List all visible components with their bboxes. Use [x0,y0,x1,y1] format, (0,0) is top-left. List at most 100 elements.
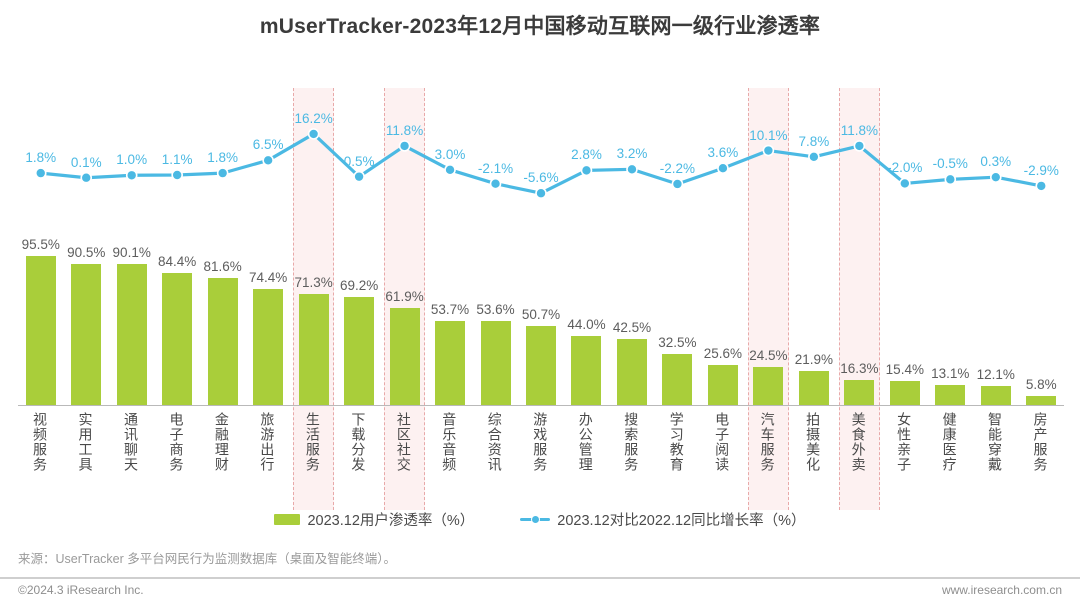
x-axis-label-22: 房产服务 [1032,412,1049,472]
bar-value-label: 32.5% [658,335,697,351]
line-value-label: 3.6% [707,145,739,161]
line-marker [762,144,775,157]
x-axis-label-13: 搜索服务 [623,412,640,472]
bar [116,264,147,405]
x-axis-label-7: 下载分发 [350,412,367,472]
line-value-label: -2.9% [1023,162,1059,178]
bar-value-label: 61.9% [385,289,424,305]
bar [707,365,738,405]
bar [389,308,420,405]
x-axis-label-20: 健康医疗 [941,412,958,472]
copyright-text: ©2024.3 iResearch Inc. [18,583,144,597]
line-value-label: 10.1% [749,127,788,143]
x-axis-label-11: 游戏服务 [532,412,549,472]
bar [253,288,284,405]
bar-value-label: 69.2% [339,277,379,293]
line-value-label: 11.8% [385,122,424,138]
line-marker [808,150,820,163]
bar [435,321,466,405]
line-value-label: 0.5% [343,153,375,169]
bar [480,321,511,405]
line-swatch-icon [520,515,551,524]
bar-value-label: 13.1% [931,365,970,381]
line-marker [80,171,93,184]
bar-value-label: 74.4% [248,269,288,285]
bar [980,386,1011,405]
bar-value-label: 16.3% [840,360,879,376]
bar [844,379,875,405]
line-value-label: 3.0% [434,146,466,162]
x-axis-line [18,405,1064,406]
x-axis-label-9: 音乐音频 [441,412,458,472]
legend-label-growth: 2023.12对比2022.12同比增长率（%） [557,513,806,529]
x-axis-label-18: 美食外卖 [850,412,867,472]
bar [526,325,556,405]
x-axis-label-2: 通讯聊天 [122,412,139,472]
line-value-label: 1.0% [116,152,148,168]
website-link[interactable]: www.iresearch.com.cn [941,583,1062,597]
x-axis-label-15: 电子阅读 [714,412,731,472]
line-value-label: -2.2% [659,160,696,176]
bar-value-label: 15.4% [885,361,924,377]
line-marker [398,140,411,152]
legend-item-penetration[interactable]: 2023.12用户渗透率（%） [274,509,474,530]
bar [1026,395,1057,405]
line-marker [444,164,456,176]
bar-value-label: 90.1% [112,245,151,261]
x-axis-label-8: 社区社交 [395,412,412,472]
line-marker [489,177,502,190]
bar-value-label: 71.3% [294,274,333,290]
footer-divider [0,577,1080,579]
line-value-label: 16.2% [294,110,333,126]
line-value-label: 6.5% [252,137,284,153]
line-value-label: 1.8% [25,150,57,166]
bar [71,263,102,405]
bar-value-label: 24.5% [749,347,788,363]
line-marker [580,164,593,177]
bar [344,296,375,405]
line-marker [125,169,138,182]
line-value-label: 0.3% [980,154,1012,170]
line-value-label: -2.1% [477,160,514,176]
line-value-label: 1.1% [161,152,193,167]
page-title: mUserTracker-2023年12月中国移动互联网一级行业渗透率 [259,15,821,38]
bar [207,277,238,405]
line-marker [353,170,365,183]
x-axis-label-6: 生活服务 [304,412,321,472]
x-axis-label-14: 学习教育 [668,412,685,472]
bar-value-label: 42.5% [612,319,652,335]
line-markers [34,128,1048,200]
highlight-band [383,88,426,510]
line-marker [1035,180,1048,192]
bar [571,336,602,405]
bar [662,354,693,405]
bar-swatch-icon [274,514,301,525]
x-axis-label-10: 综合资讯 [486,412,503,472]
line-series [34,128,1048,200]
line-value-label: 3.2% [616,146,648,162]
x-axis-label-21: 智能穿戴 [987,412,1004,472]
line-value-label: 0.1% [70,154,102,170]
line-marker [671,178,684,190]
bar-value-label: 90.5% [67,244,106,260]
x-axis-label-3: 电子商务 [168,412,185,472]
bar-value-label: 53.7% [430,302,470,318]
line-marker [171,169,183,181]
x-axis-label-1: 实用工具 [77,412,94,472]
bar-value-label: 53.6% [476,302,515,318]
legend-item-growth[interactable]: 2023.12对比2022.12同比增长率（%） [520,509,806,530]
bar-value-label: 95.5% [21,236,60,252]
source-note: 来源：UserTracker 多平台网民行为监测数据库（桌面及智能终端）。 [18,552,397,566]
line-marker [216,167,229,179]
bar-value-label: 5.8% [1025,376,1057,392]
line-marker [899,177,911,190]
bar-value-label: 21.9% [794,351,833,367]
bar [889,380,920,405]
x-axis-label-4: 金融理财 [213,412,230,472]
bar [616,338,647,405]
highlight-band [747,88,790,510]
line-value-label: -2.0% [887,160,923,176]
chart-plot-area: 1.8% 0.1% 1.0% 1.1% 1.8% 6.5% 16.2% 0.5% 11.8% 3.… [0,60,1080,510]
x-axis-label-19: 女性亲子 [896,412,913,472]
bar [798,370,829,405]
